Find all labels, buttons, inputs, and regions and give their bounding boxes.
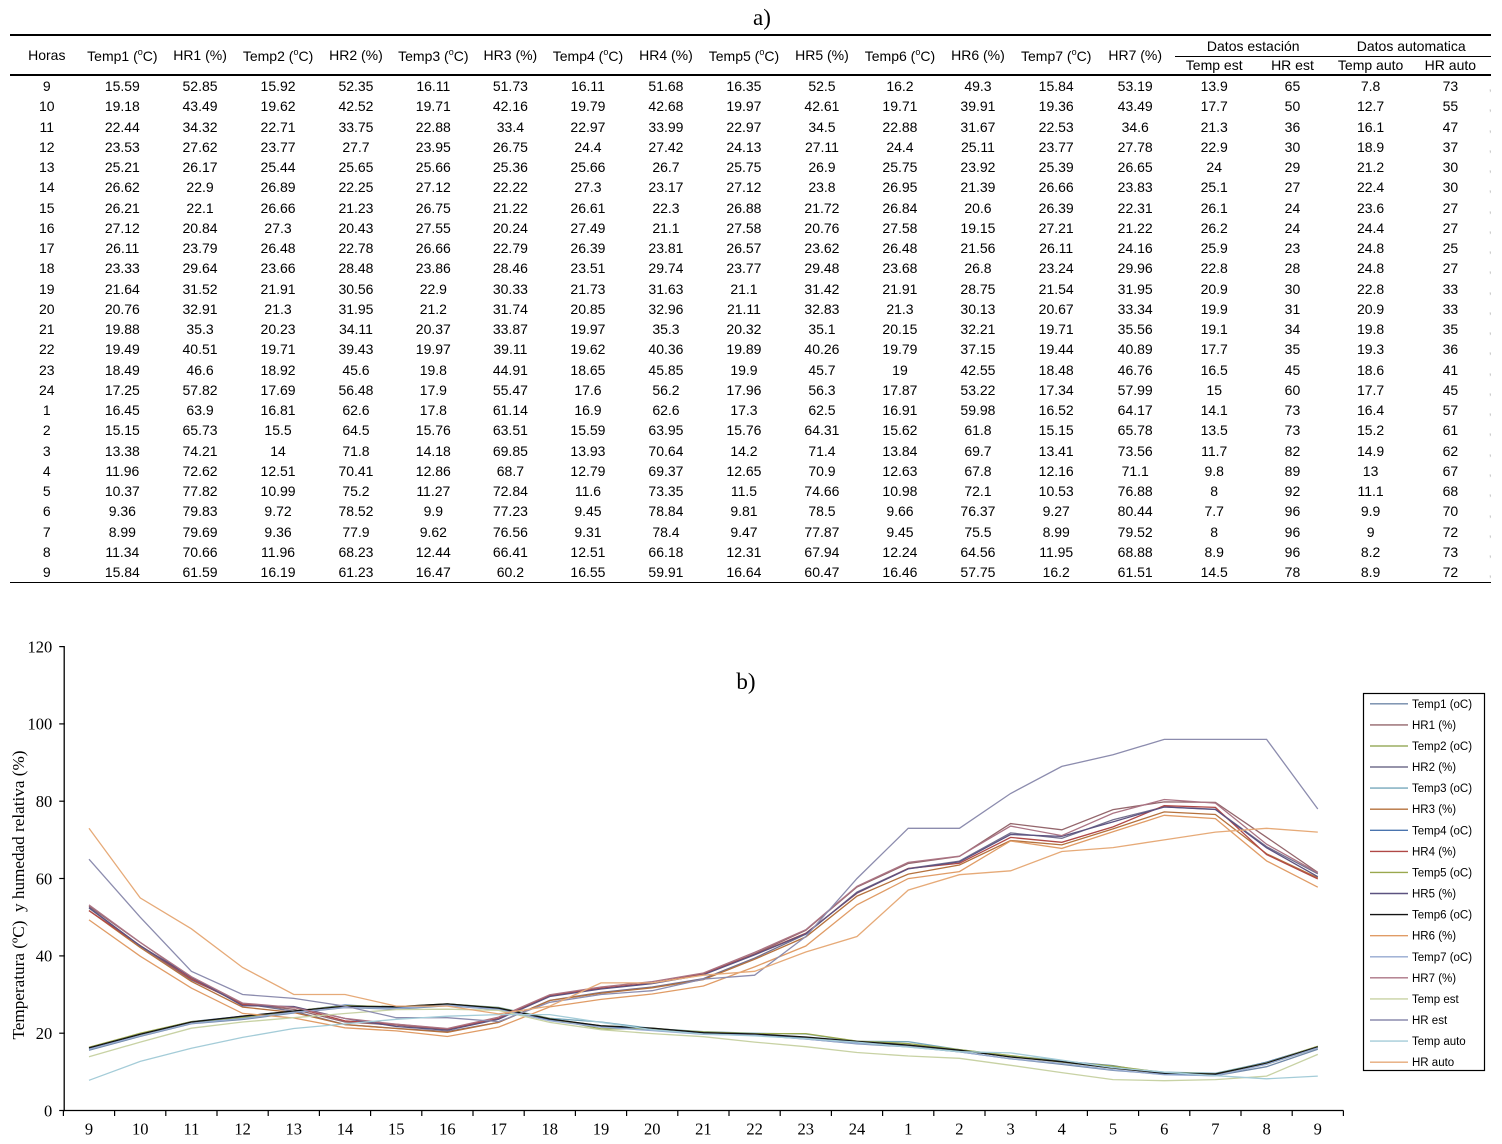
svg-text:Temp est: Temp est: [1412, 994, 1459, 1006]
svg-text:Temp6 (oC): Temp6 (oC): [1412, 910, 1472, 922]
svg-text:Temp4 (oC): Temp4 (oC): [1412, 825, 1472, 837]
svg-text:40: 40: [36, 947, 53, 966]
svg-text:6: 6: [1160, 1120, 1168, 1139]
svg-text:7: 7: [1211, 1120, 1219, 1139]
svg-text:100: 100: [28, 715, 53, 734]
svg-text:HR3 (%): HR3 (%): [1412, 804, 1456, 816]
svg-text:14: 14: [337, 1120, 354, 1139]
svg-text:HR est: HR est: [1412, 1015, 1448, 1027]
svg-text:5: 5: [1109, 1120, 1117, 1139]
svg-text:22: 22: [746, 1120, 763, 1139]
svg-text:Temp3 (oC): Temp3 (oC): [1412, 783, 1472, 795]
svg-text:4: 4: [1058, 1120, 1066, 1139]
svg-text:HR auto: HR auto: [1412, 1057, 1454, 1069]
svg-text:21: 21: [695, 1120, 712, 1139]
svg-text:18: 18: [542, 1120, 559, 1139]
svg-text:11: 11: [183, 1120, 199, 1139]
svg-text:HR1 (%): HR1 (%): [1412, 720, 1456, 732]
svg-text:16: 16: [439, 1120, 456, 1139]
svg-text:Temp5 (oC): Temp5 (oC): [1412, 867, 1472, 879]
svg-text:60: 60: [36, 869, 53, 888]
svg-text:HR7 (%): HR7 (%): [1412, 973, 1456, 985]
svg-text:Temp7 (oC): Temp7 (oC): [1412, 952, 1472, 964]
svg-text:80: 80: [36, 792, 53, 811]
svg-text:8: 8: [1262, 1120, 1270, 1139]
svg-text:9: 9: [1314, 1120, 1322, 1139]
svg-text:10: 10: [132, 1120, 149, 1139]
svg-text:13: 13: [286, 1120, 303, 1139]
svg-text:2: 2: [955, 1120, 963, 1139]
svg-text:1: 1: [904, 1120, 912, 1139]
svg-text:HR4 (%): HR4 (%): [1412, 846, 1456, 858]
svg-text:HR2 (%): HR2 (%): [1412, 762, 1456, 774]
svg-text:24: 24: [849, 1120, 866, 1139]
svg-text:20: 20: [36, 1024, 53, 1043]
svg-text:17: 17: [490, 1120, 507, 1139]
svg-text:20: 20: [644, 1120, 661, 1139]
svg-text:b): b): [736, 669, 755, 694]
svg-text:Temperatura (ºC) y humedad re: Temperatura (ºC) y humedad relativa (%): [9, 751, 28, 1040]
svg-text:HR6 (%): HR6 (%): [1412, 931, 1456, 943]
svg-text:9: 9: [85, 1120, 93, 1139]
svg-text:0: 0: [44, 1101, 52, 1120]
svg-text:15: 15: [388, 1120, 405, 1139]
svg-text:3: 3: [1006, 1120, 1014, 1139]
svg-text:12: 12: [234, 1120, 251, 1139]
svg-text:19: 19: [593, 1120, 610, 1139]
svg-text:23: 23: [798, 1120, 815, 1139]
svg-text:Temp2 (oC): Temp2 (oC): [1412, 741, 1472, 753]
svg-text:HR5 (%): HR5 (%): [1412, 889, 1456, 901]
svg-text:Temp auto: Temp auto: [1412, 1036, 1466, 1048]
svg-text:Temp1 (oC): Temp1 (oC): [1412, 699, 1472, 711]
svg-text:120: 120: [28, 637, 53, 656]
